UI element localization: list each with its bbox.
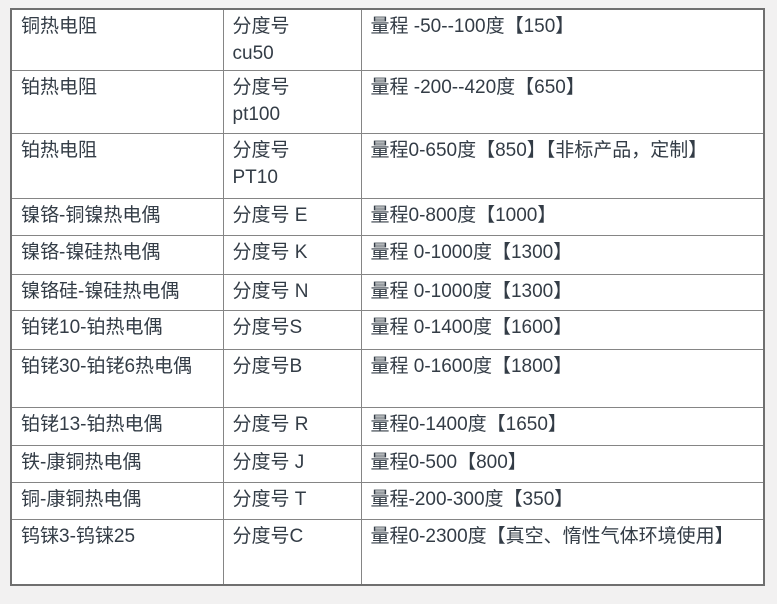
table-row: 铂热电阻 分度号 PT10 量程0-650度【850】【非标产品，定制】 — [10, 133, 765, 199]
graduation-cell: 分度号 PT10 — [222, 133, 362, 199]
table-row: 镍铬-镍硅热电偶 分度号 K 量程 0-1000度【1300】 — [10, 235, 765, 275]
graduation-cell: 分度号 J — [222, 445, 362, 483]
range-cell: 量程0-650度【850】【非标产品，定制】 — [360, 133, 765, 199]
graduation-cell: 分度号 K — [222, 235, 362, 275]
graduation-cell: 分度号C — [222, 519, 362, 585]
range-cell: 量程 0-1400度【1600】 — [360, 310, 765, 350]
range-cell: 量程 0-1000度【1300】 — [360, 274, 765, 311]
graduation-cell: 分度号S — [222, 310, 362, 350]
table-row: 镍铬-铜镍热电偶 分度号 E 量程0-800度【1000】 — [10, 198, 765, 236]
sensor-type-cell: 铜热电阻 — [10, 8, 224, 71]
table-row: 铂铑10-铂热电偶 分度号S 量程 0-1400度【1600】 — [10, 310, 765, 350]
range-cell: 量程 -50--100度【150】 — [360, 8, 765, 71]
range-cell: 量程0-500【800】 — [360, 445, 765, 483]
sensor-type-cell: 镍铬-铜镍热电偶 — [10, 198, 224, 236]
range-cell: 量程-200-300度【350】 — [360, 482, 765, 520]
sensor-type-cell: 铂铑30-铂铑6热电偶 — [10, 349, 224, 408]
sensor-type-cell: 铂铑13-铂热电偶 — [10, 407, 224, 446]
sensor-type-cell: 铂铑10-铂热电偶 — [10, 310, 224, 350]
sensor-type-cell: 镍铬-镍硅热电偶 — [10, 235, 224, 275]
table-row: 铜-康铜热电偶 分度号 T 量程-200-300度【350】 — [10, 482, 765, 520]
graduation-cell: 分度号 E — [222, 198, 362, 236]
table-row: 铂铑30-铂铑6热电偶 分度号B 量程 0-1600度【1800】 — [10, 349, 765, 408]
range-cell: 量程0-1400度【1650】 — [360, 407, 765, 446]
range-cell: 量程0-2300度【真空、惰性气体环境使用】 — [360, 519, 765, 585]
graduation-cell: 分度号 T — [222, 482, 362, 520]
range-cell: 量程 0-1000度【1300】 — [360, 235, 765, 275]
range-cell: 量程 -200--420度【650】 — [360, 70, 765, 134]
sensor-type-cell: 铂热电阻 — [10, 70, 224, 134]
graduation-cell: 分度号 N — [222, 274, 362, 311]
sensor-type-cell: 镍铬硅-镍硅热电偶 — [10, 274, 224, 311]
table-row: 铜热电阻 分度号 cu50 量程 -50--100度【150】 — [10, 8, 765, 71]
sensor-type-cell: 钨铼3-钨铼25 — [10, 519, 224, 585]
graduation-cell: 分度号B — [222, 349, 362, 408]
table-row: 铁-康铜热电偶 分度号 J 量程0-500【800】 — [10, 445, 765, 483]
table-row: 铂铑13-铂热电偶 分度号 R 量程0-1400度【1650】 — [10, 407, 765, 446]
spec-table: 铜热电阻 分度号 cu50 量程 -50--100度【150】 铂热电阻 分度号… — [10, 8, 765, 586]
graduation-cell: 分度号 cu50 — [222, 8, 362, 71]
table-row: 镍铬硅-镍硅热电偶 分度号 N 量程 0-1000度【1300】 — [10, 274, 765, 311]
table-row: 钨铼3-钨铼25 分度号C 量程0-2300度【真空、惰性气体环境使用】 — [10, 519, 765, 585]
range-cell: 量程 0-1600度【1800】 — [360, 349, 765, 408]
sensor-type-cell: 铁-康铜热电偶 — [10, 445, 224, 483]
range-cell: 量程0-800度【1000】 — [360, 198, 765, 236]
graduation-cell: 分度号 pt100 — [222, 70, 362, 134]
table-row: 铂热电阻 分度号 pt100 量程 -200--420度【650】 — [10, 70, 765, 134]
sensor-type-cell: 铜-康铜热电偶 — [10, 482, 224, 520]
sensor-type-cell: 铂热电阻 — [10, 133, 224, 199]
graduation-cell: 分度号 R — [222, 407, 362, 446]
